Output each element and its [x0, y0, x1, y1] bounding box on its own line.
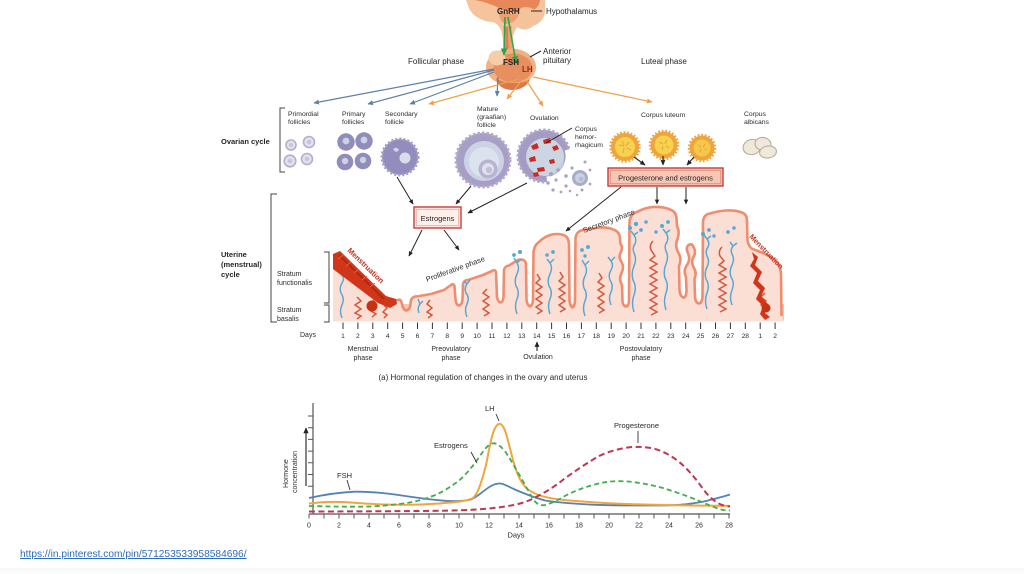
svg-text:9: 9 [460, 333, 464, 340]
svg-text:Ovarian cycle: Ovarian cycle [221, 137, 270, 146]
svg-text:10: 10 [455, 523, 463, 530]
svg-text:14: 14 [515, 523, 523, 530]
svg-text:17: 17 [578, 333, 586, 340]
svg-text:Postovulatory: Postovulatory [620, 346, 663, 353]
svg-text:15: 15 [548, 333, 556, 340]
svg-text:Preovulatory: Preovulatory [431, 346, 471, 353]
svg-text:19: 19 [607, 333, 615, 340]
svg-text:(graafian): (graafian) [477, 114, 506, 121]
svg-text:11: 11 [489, 333, 496, 340]
svg-text:24: 24 [665, 523, 673, 530]
svg-text:GnRH: GnRH [497, 7, 520, 16]
svg-text:22: 22 [635, 523, 643, 530]
svg-text:Anterior: Anterior [543, 47, 571, 56]
svg-text:Ovulation: Ovulation [523, 354, 553, 361]
svg-text:Mature: Mature [477, 106, 498, 113]
svg-text:Secondary: Secondary [385, 111, 418, 118]
svg-text:Primary: Primary [342, 111, 366, 118]
svg-text:Ovulation: Ovulation [530, 115, 559, 122]
svg-text:Stratum: Stratum [277, 271, 302, 278]
svg-text:0: 0 [307, 523, 311, 530]
svg-text:27: 27 [727, 333, 735, 340]
svg-text:Uterine: Uterine [221, 250, 247, 259]
svg-text:14: 14 [533, 333, 541, 340]
svg-text:13: 13 [518, 333, 526, 340]
svg-text:Corpus luteum: Corpus luteum [641, 112, 686, 119]
svg-text:8: 8 [427, 523, 431, 530]
svg-text:Hypothalamus: Hypothalamus [546, 7, 597, 16]
svg-text:6: 6 [397, 523, 401, 530]
svg-text:2: 2 [773, 333, 777, 340]
svg-text:follicle: follicle [385, 119, 404, 126]
svg-text:hemor-: hemor- [575, 134, 597, 141]
svg-text:pituitary: pituitary [543, 56, 571, 65]
svg-text:Estrogens: Estrogens [421, 214, 455, 223]
svg-text:2: 2 [337, 523, 341, 530]
svg-text:rhagicum: rhagicum [575, 142, 603, 149]
svg-text:Progesterone and estrogens: Progesterone and estrogens [618, 174, 713, 183]
svg-text:6: 6 [416, 333, 420, 340]
svg-text:18: 18 [575, 523, 583, 530]
svg-text:1: 1 [341, 333, 345, 340]
svg-text:7: 7 [431, 333, 435, 340]
svg-text:22: 22 [652, 333, 660, 340]
svg-text:Corpus: Corpus [575, 126, 598, 133]
svg-text:8: 8 [445, 333, 449, 340]
svg-text:12: 12 [503, 333, 511, 340]
svg-text:phase: phase [631, 355, 650, 362]
svg-text:Primordial: Primordial [288, 111, 319, 118]
svg-text:LH: LH [522, 65, 533, 74]
svg-text:10: 10 [473, 333, 481, 340]
svg-text:1: 1 [758, 333, 762, 340]
svg-text:20: 20 [605, 523, 613, 530]
svg-text:concentration: concentration [292, 451, 299, 493]
svg-text:albicans: albicans [744, 119, 770, 126]
svg-text:5: 5 [401, 333, 405, 340]
svg-text:FSH: FSH [503, 58, 519, 67]
svg-text:24: 24 [682, 333, 690, 340]
svg-text:Estrogens: Estrogens [434, 441, 468, 450]
svg-text:28: 28 [742, 333, 750, 340]
svg-text:26: 26 [695, 523, 703, 530]
svg-text:functionalis: functionalis [277, 280, 313, 287]
svg-text:4: 4 [367, 523, 371, 530]
svg-text:23: 23 [667, 333, 675, 340]
svg-text:25: 25 [697, 333, 705, 340]
svg-text:LH: LH [485, 404, 495, 413]
svg-text:basalis: basalis [277, 316, 299, 323]
svg-text:(menstrual): (menstrual) [221, 260, 262, 269]
svg-text:20: 20 [622, 333, 630, 340]
svg-text:cycle: cycle [221, 270, 240, 279]
svg-text:Progesterone: Progesterone [614, 421, 659, 430]
svg-text:18: 18 [593, 333, 601, 340]
svg-text:Days: Days [300, 332, 316, 339]
svg-text:3: 3 [371, 333, 375, 340]
svg-text:Days: Days [507, 531, 524, 540]
svg-text:Menstrual: Menstrual [348, 346, 379, 353]
svg-text:(a) Hormonal regulation of cha: (a) Hormonal regulation of changes in th… [378, 373, 587, 382]
svg-text:16: 16 [563, 333, 571, 340]
svg-text:26: 26 [712, 333, 720, 340]
svg-text:28: 28 [725, 523, 733, 530]
svg-text:follicle: follicle [477, 122, 496, 129]
svg-text:follicles: follicles [288, 119, 311, 126]
svg-text:2: 2 [356, 333, 360, 340]
svg-text:phase: phase [353, 355, 372, 362]
svg-text:Luteal phase: Luteal phase [641, 57, 687, 66]
svg-text:follicles: follicles [342, 119, 365, 126]
svg-text:phase: phase [441, 355, 460, 362]
svg-text:4: 4 [386, 333, 390, 340]
svg-text:Hormone: Hormone [283, 459, 290, 488]
svg-text:16: 16 [545, 523, 553, 530]
svg-text:FSH: FSH [337, 471, 352, 480]
svg-text:Stratum: Stratum [277, 307, 302, 314]
svg-text:Corpus: Corpus [744, 111, 767, 118]
svg-text:12: 12 [485, 523, 493, 530]
svg-text:Follicular phase: Follicular phase [408, 57, 465, 66]
svg-text:21: 21 [637, 333, 645, 340]
